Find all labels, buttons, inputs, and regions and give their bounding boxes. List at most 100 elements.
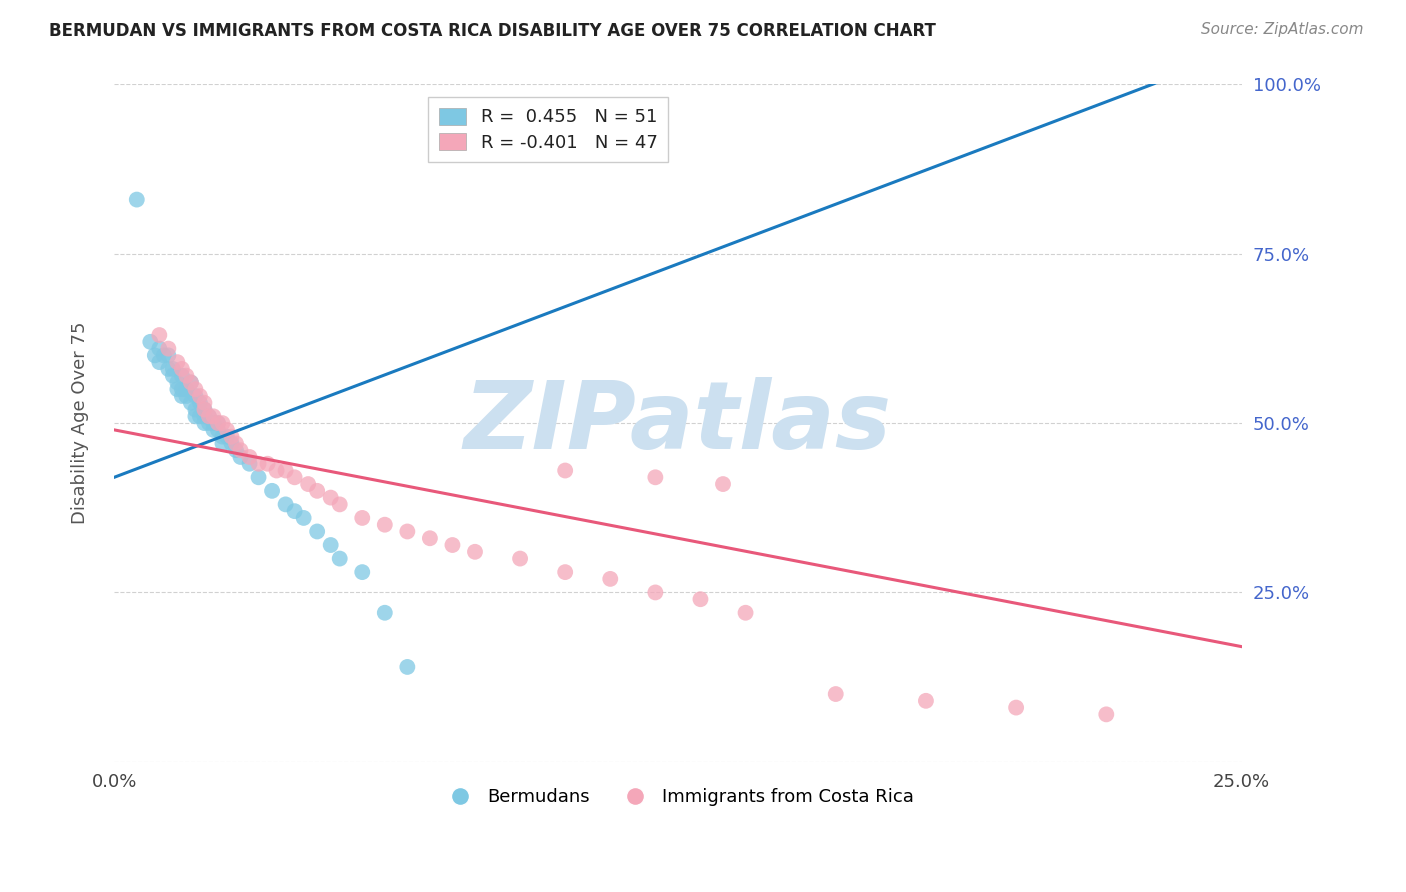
Point <box>307 483 329 498</box>
Point <box>247 470 270 484</box>
Point <box>266 463 288 477</box>
Point <box>184 382 207 396</box>
Point <box>211 430 233 444</box>
Point <box>193 396 215 410</box>
Point <box>319 491 342 505</box>
Point <box>307 524 329 539</box>
Y-axis label: Disability Age Over 75: Disability Age Over 75 <box>72 322 89 524</box>
Point <box>554 565 576 579</box>
Point <box>297 477 319 491</box>
Point <box>509 551 531 566</box>
Point <box>229 443 252 458</box>
Point <box>419 531 441 545</box>
Point <box>170 362 193 376</box>
Point <box>238 457 260 471</box>
Point <box>202 409 225 424</box>
Point <box>396 660 419 674</box>
Point <box>125 193 148 207</box>
Point <box>198 409 221 424</box>
Text: Source: ZipAtlas.com: Source: ZipAtlas.com <box>1201 22 1364 37</box>
Point <box>396 524 419 539</box>
Point <box>464 545 486 559</box>
Point <box>292 511 315 525</box>
Point <box>441 538 464 552</box>
Point <box>1095 707 1118 722</box>
Point <box>352 511 374 525</box>
Point <box>207 416 229 430</box>
Point <box>225 443 247 458</box>
Point <box>1005 700 1028 714</box>
Point <box>599 572 621 586</box>
Point <box>157 342 180 356</box>
Point <box>198 409 221 424</box>
Point <box>162 368 184 383</box>
Point <box>221 436 243 450</box>
Point <box>711 477 734 491</box>
Point <box>247 457 270 471</box>
Text: ZIPatlas: ZIPatlas <box>464 377 891 469</box>
Point <box>193 416 215 430</box>
Point <box>824 687 846 701</box>
Point <box>143 348 166 362</box>
Point <box>215 430 238 444</box>
Point <box>644 470 666 484</box>
Point <box>211 436 233 450</box>
Point <box>284 470 307 484</box>
Point <box>207 416 229 430</box>
Point <box>176 389 198 403</box>
Point <box>221 430 243 444</box>
Point <box>374 517 396 532</box>
Point <box>202 423 225 437</box>
Legend: Bermudans, Immigrants from Costa Rica: Bermudans, Immigrants from Costa Rica <box>434 781 921 814</box>
Point <box>180 376 202 390</box>
Point <box>166 376 188 390</box>
Point <box>229 450 252 464</box>
Point <box>329 497 352 511</box>
Point <box>170 389 193 403</box>
Point <box>188 396 211 410</box>
Point <box>193 409 215 424</box>
Point <box>374 606 396 620</box>
Point <box>148 355 170 369</box>
Point <box>166 355 188 369</box>
Point <box>274 497 297 511</box>
Point <box>915 694 938 708</box>
Point <box>184 409 207 424</box>
Point <box>157 348 180 362</box>
Point <box>689 592 711 607</box>
Point <box>274 463 297 477</box>
Point <box>256 457 278 471</box>
Point <box>148 342 170 356</box>
Point <box>153 348 176 362</box>
Point <box>166 382 188 396</box>
Point <box>262 483 284 498</box>
Point <box>188 389 211 403</box>
Point <box>170 382 193 396</box>
Point <box>198 416 221 430</box>
Point <box>202 416 225 430</box>
Point <box>184 402 207 417</box>
Point <box>180 396 202 410</box>
Point <box>170 368 193 383</box>
Point <box>352 565 374 579</box>
Point <box>193 402 215 417</box>
Point <box>148 328 170 343</box>
Point <box>157 362 180 376</box>
Point <box>211 416 233 430</box>
Point <box>225 436 247 450</box>
Point <box>193 402 215 417</box>
Point <box>184 389 207 403</box>
Point <box>215 423 238 437</box>
Point <box>329 551 352 566</box>
Point <box>188 409 211 424</box>
Point <box>176 368 198 383</box>
Point <box>207 423 229 437</box>
Point <box>284 504 307 518</box>
Point <box>162 362 184 376</box>
Text: BERMUDAN VS IMMIGRANTS FROM COSTA RICA DISABILITY AGE OVER 75 CORRELATION CHART: BERMUDAN VS IMMIGRANTS FROM COSTA RICA D… <box>49 22 936 40</box>
Point <box>319 538 342 552</box>
Point <box>176 382 198 396</box>
Point <box>180 376 202 390</box>
Point <box>734 606 756 620</box>
Point <box>238 450 260 464</box>
